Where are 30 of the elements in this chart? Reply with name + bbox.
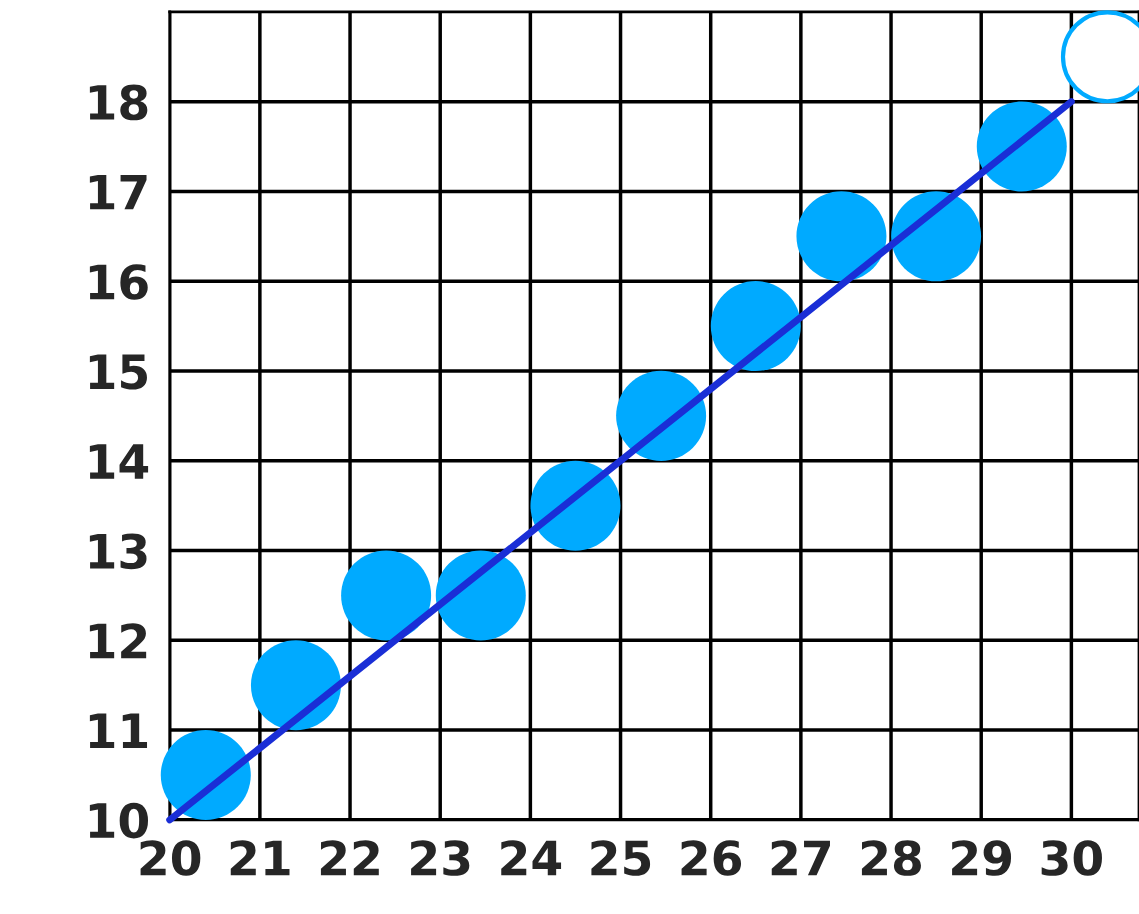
point (616, 370, 707, 461)
y-tick-label: 10 (89, 802, 149, 839)
y-tick-label: 12 (89, 623, 147, 659)
y-tick-label: 11 (89, 713, 148, 749)
x-tick-label: 23 (411, 840, 470, 876)
y-tick-label: 18 (89, 84, 148, 121)
point (160, 729, 251, 820)
y-tick-label: 14 (89, 444, 149, 479)
x-tick-label: 29 (952, 840, 1012, 876)
point (891, 191, 982, 282)
point (341, 550, 432, 641)
x-tick-label: 30 (1041, 840, 1102, 876)
point (250, 640, 341, 731)
x-tick-label: 21 (230, 840, 290, 876)
y-tick-label: 17 (89, 174, 147, 210)
x-tick-label: 25 (591, 840, 651, 876)
x-tick-label: 28 (861, 840, 921, 876)
x-tick-label: 26 (681, 840, 742, 876)
x-tick-label: 27 (771, 840, 830, 876)
y-tick-label: 15 (89, 354, 147, 390)
x-tick-label: 20 (140, 840, 201, 876)
point (796, 191, 887, 282)
point (435, 550, 526, 641)
point (976, 101, 1067, 192)
y-tick-label: 13 (89, 533, 147, 570)
x-tick-label: 22 (320, 840, 379, 876)
y-tick-label: 16 (89, 264, 148, 300)
x-tick-label: 24 (501, 840, 562, 876)
point (530, 460, 621, 551)
point (710, 281, 801, 372)
